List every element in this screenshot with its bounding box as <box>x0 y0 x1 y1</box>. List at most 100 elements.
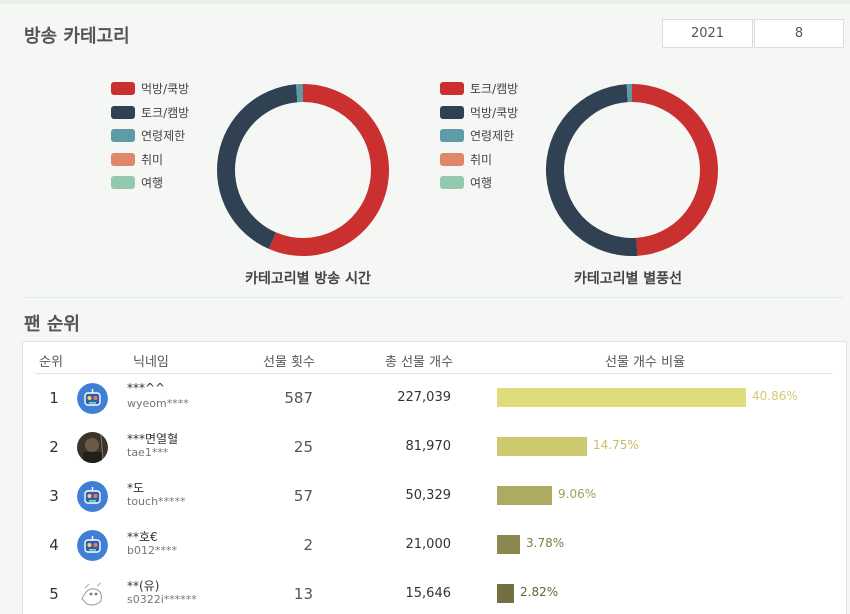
legend-swatch <box>440 105 464 119</box>
user-id: b012**** <box>127 544 177 557</box>
rank-number: 1 <box>49 389 59 407</box>
fan-ranking-table: 순위 닉네임 선물 횟수 총 선물 개수 선물 개수 비율 1 ***^^ wyeo… <box>22 341 847 614</box>
table-row[interactable]: 1 ***^^ wyeom**** 587 227,039 40.86% <box>23 375 848 423</box>
user-id: wyeom**** <box>127 397 189 410</box>
ratio-percent: 40.86% <box>752 389 798 403</box>
table-row[interactable]: 4 **호€ b012**** 2 21,000 3.78% <box>23 522 848 570</box>
col-rank: 순위 <box>39 355 63 370</box>
user-id: tae1*** <box>127 446 169 459</box>
broadcast_time-legend-item[interactable]: 먹방/쿡방 <box>111 77 189 101</box>
star_balloons-legend-item[interactable]: 연령제한 <box>440 124 518 148</box>
gift-count: 57 <box>293 487 313 505</box>
total-gifts: 21,000 <box>405 537 452 552</box>
rank-number: 2 <box>49 438 59 456</box>
gift-count: 13 <box>293 585 313 603</box>
nickname: **(유) <box>127 579 160 593</box>
total-gifts: 15,646 <box>405 586 452 601</box>
broadcast_time-legend-item[interactable]: 토크/캠방 <box>111 101 189 125</box>
col-nickname: 닉네임 <box>133 355 169 370</box>
legend-swatch <box>440 129 464 143</box>
ratio-bar <box>497 388 746 407</box>
table-row[interactable]: 5 **(유) s0322i****** 13 15,646 2.82% <box>23 571 848 614</box>
legend-swatch <box>440 82 464 96</box>
user-id: s0322i****** <box>127 593 197 606</box>
year-select[interactable]: 2021 <box>662 19 753 48</box>
time-chart-caption: 카테고리별 방송 시간 <box>245 271 371 287</box>
nickname: ***면열혈 <box>127 432 179 446</box>
ratio-percent: 3.78% <box>526 536 565 550</box>
donut-slice-1[interactable] <box>632 84 718 256</box>
legend-label: 먹방/쿡방 <box>470 105 519 120</box>
col-gift-count: 선물 횟수 <box>263 355 315 370</box>
fan-ranking-title: 팬 순위 <box>24 314 80 335</box>
avatar <box>77 432 108 463</box>
rank-number: 4 <box>49 536 59 554</box>
legend-swatch <box>111 176 135 190</box>
star_balloons-legend-item[interactable]: 토크/캠방 <box>440 77 518 101</box>
donut-slice-2[interactable] <box>217 84 298 249</box>
broadcast_time-legend-item[interactable]: 취미 <box>111 148 189 172</box>
table-row[interactable]: 2 ***면열혈 tae1*** 25 81,970 14.75% <box>23 424 848 472</box>
user-id: touch***** <box>127 495 186 508</box>
total-gifts: 50,329 <box>405 488 452 503</box>
total-gifts: 227,039 <box>397 390 451 405</box>
donut-slice-3[interactable] <box>626 84 632 103</box>
gift-count: 587 <box>284 389 313 407</box>
ratio-bar <box>497 535 520 554</box>
category-section-title: 방송 카테고리 <box>24 26 130 47</box>
ratio-percent: 14.75% <box>593 438 639 452</box>
balloon-chart-caption: 카테고리별 별풍선 <box>574 271 682 287</box>
nickname: *도 <box>127 481 145 495</box>
total-gifts: 81,970 <box>405 439 452 454</box>
legend-swatch <box>111 82 135 96</box>
month-select[interactable]: 8 <box>754 19 844 48</box>
top-border <box>0 0 850 4</box>
donut-slice-2[interactable] <box>545 84 638 257</box>
nickname: **호€ <box>127 530 158 544</box>
ratio-bar <box>497 486 552 505</box>
legend-swatch <box>440 176 464 190</box>
avatar <box>77 579 108 610</box>
legend-label: 먹방/쿡방 <box>141 82 190 97</box>
col-total-gifts: 총 선물 개수 <box>385 355 454 370</box>
legend-label: 연령제한 <box>470 129 515 144</box>
avatar <box>77 530 108 561</box>
donut-slice-3[interactable] <box>295 84 303 103</box>
rank-number: 3 <box>49 487 59 505</box>
legend-label: 토크/캠방 <box>470 82 519 97</box>
legend-label: 여행 <box>470 176 493 191</box>
gift-count: 2 <box>303 536 313 554</box>
legend-label: 취미 <box>141 152 164 167</box>
legend-label: 여행 <box>141 176 164 191</box>
gift-count: 25 <box>293 438 313 456</box>
star_balloons-legend-item[interactable]: 먹방/쿡방 <box>440 101 518 125</box>
table-header: 순위 닉네임 선물 횟수 총 선물 개수 선물 개수 비율 <box>35 342 833 374</box>
legend-label: 연령제한 <box>141 129 186 144</box>
ratio-percent: 2.82% <box>520 585 559 599</box>
donut-slice-1[interactable] <box>268 84 390 256</box>
avatar <box>77 383 108 414</box>
time-donut-chart <box>217 84 390 256</box>
col-ratio: 선물 개수 비율 <box>605 355 686 370</box>
ratio-bar <box>497 437 587 456</box>
rank-number: 5 <box>49 585 59 603</box>
table-row[interactable]: 3 *도 touch***** 57 50,329 9.06% <box>23 473 848 521</box>
broadcast_time-legend-item[interactable]: 연령제한 <box>111 124 189 148</box>
legend-swatch <box>111 105 135 119</box>
nickname: ***^^ <box>127 381 166 395</box>
star_balloons-legend-item[interactable]: 취미 <box>440 148 518 172</box>
avatar <box>77 481 108 512</box>
legend-label: 토크/캠방 <box>141 105 190 120</box>
legend-label: 취미 <box>470 152 493 167</box>
legend-swatch <box>111 152 135 166</box>
section-divider <box>22 297 844 298</box>
star_balloons-legend-item[interactable]: 여행 <box>440 171 518 195</box>
legend-swatch <box>111 129 135 143</box>
broadcast_time-legend-item[interactable]: 여행 <box>111 171 189 195</box>
balloon-donut-chart <box>545 84 718 257</box>
ratio-percent: 9.06% <box>558 487 597 501</box>
legend-swatch <box>440 152 464 166</box>
ratio-bar <box>497 584 514 603</box>
